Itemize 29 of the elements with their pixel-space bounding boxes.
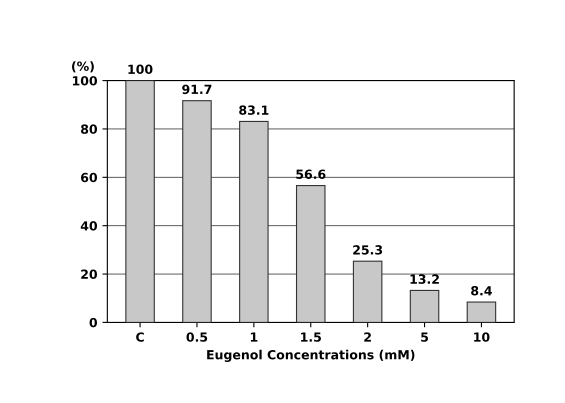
x-tick-label: 2 (364, 332, 371, 342)
x-tick-label: 1.5 (301, 332, 321, 342)
x-tick-label: 1 (250, 332, 258, 342)
y-tick-label: 0 (90, 318, 98, 328)
data-label: 83.1 (239, 105, 268, 115)
bar (239, 120, 269, 322)
data-label: 8.4 (471, 286, 492, 296)
bar (410, 290, 440, 322)
y-tick-label: 80 (80, 124, 98, 134)
y-tick-label: 40 (80, 221, 98, 231)
bar (296, 184, 326, 322)
y-axis-title: (%) (72, 61, 94, 72)
x-tick-label: 5 (421, 332, 428, 342)
y-tick-label: 20 (81, 270, 98, 279)
data-label: 100 (128, 64, 153, 74)
bar (466, 302, 496, 322)
data-label: 13.2 (410, 274, 439, 284)
data-label: 91.7 (182, 84, 212, 94)
x-tick-label: 0.5 (186, 332, 208, 342)
y-tick-label: 100 (72, 76, 98, 86)
bar (352, 260, 382, 322)
bar (182, 100, 212, 322)
bar (125, 80, 155, 322)
x-axis-title: Eugenol Concentrations (mM) (207, 350, 414, 362)
data-label: 56.6 (296, 170, 326, 179)
data-label: 25.3 (353, 245, 382, 255)
x-tick-label: 10 (474, 332, 490, 342)
x-tick-label: C (136, 332, 144, 342)
y-tick-label: 60 (81, 172, 98, 182)
